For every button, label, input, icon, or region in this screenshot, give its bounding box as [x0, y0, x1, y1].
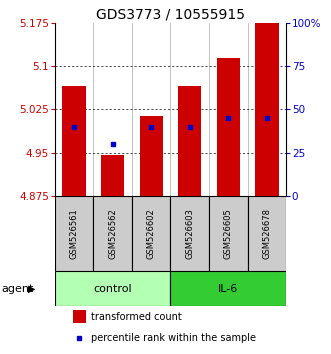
Bar [170, 271, 286, 307]
Text: GSM526603: GSM526603 [185, 208, 194, 259]
Bar [248, 196, 286, 271]
Text: IL-6: IL-6 [218, 284, 239, 294]
Bar [55, 196, 93, 271]
Bar [73, 310, 86, 324]
Text: transformed count: transformed count [91, 312, 181, 322]
Text: GSM526678: GSM526678 [262, 208, 271, 259]
Bar [217, 58, 240, 196]
Text: ▶: ▶ [28, 284, 36, 294]
Title: GDS3773 / 10555915: GDS3773 / 10555915 [96, 8, 245, 22]
Bar [170, 196, 209, 271]
Text: agent: agent [2, 284, 34, 294]
Text: GSM526562: GSM526562 [108, 208, 117, 259]
Text: GSM526561: GSM526561 [70, 208, 78, 259]
Bar [178, 86, 201, 196]
Text: GSM526602: GSM526602 [147, 208, 156, 259]
Bar [101, 155, 124, 196]
Text: percentile rank within the sample: percentile rank within the sample [91, 333, 256, 343]
Bar [93, 196, 132, 271]
Bar [62, 86, 85, 196]
Text: GSM526605: GSM526605 [224, 208, 233, 259]
Text: control: control [93, 284, 132, 294]
Bar [140, 116, 163, 196]
Bar [132, 196, 170, 271]
Bar [256, 23, 279, 196]
Bar [209, 196, 248, 271]
Bar [55, 271, 170, 307]
